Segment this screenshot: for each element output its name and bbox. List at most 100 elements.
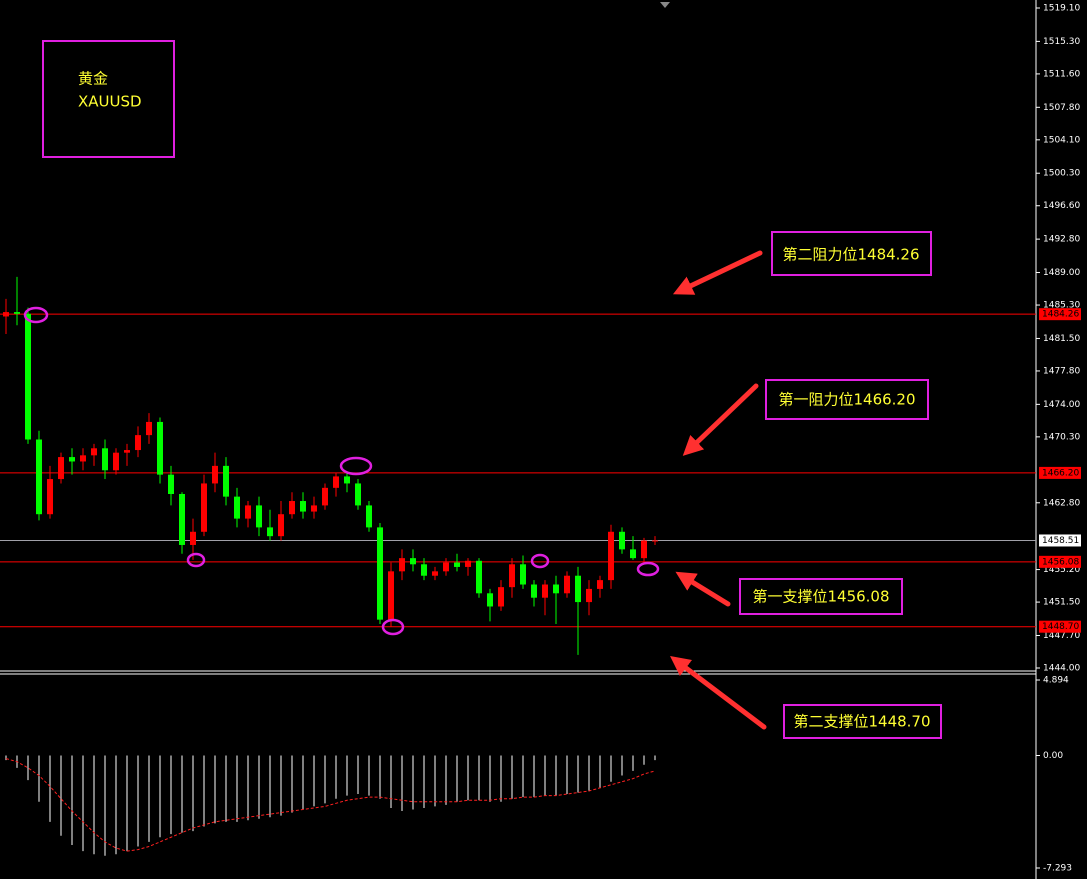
highlight [23,306,49,324]
level-label: 1448.70 [1042,622,1079,632]
candle-body [531,584,537,598]
candle-body [388,571,394,620]
symbol-box [42,40,175,158]
candle-body [311,505,317,512]
y-tick-label: 1519.10 [1043,4,1080,14]
level-label: 1458.51 [1042,536,1079,546]
y-tick-label: 1500.30 [1043,169,1080,179]
candle-body [124,450,130,453]
candle-body [14,312,20,314]
candle-body [410,558,416,565]
annotation: 第一阻力位1466.20 [778,391,915,409]
candle-body [597,580,603,589]
highlight [530,553,550,569]
arrows [670,250,767,730]
candle-body [619,531,625,550]
candle-body [542,584,548,598]
candle-body [355,483,361,506]
candle-body [201,483,207,532]
y-tick-label: 1504.10 [1043,135,1080,145]
arrow [672,250,763,295]
candle-body [267,527,273,537]
candle-body [487,593,493,607]
highlight [186,552,206,568]
candle-body [421,564,427,576]
scroll-marker [660,2,670,8]
level-label-bg [1039,620,1081,633]
candle-body [553,584,559,594]
candle-body [377,527,383,620]
candle-body [322,487,328,506]
candle-body [443,562,449,572]
candle-body [168,474,174,494]
candle-body [476,560,482,594]
y-tick-label: 1447.70 [1043,631,1080,641]
arrow [675,571,731,607]
candle-body [212,465,218,484]
candle-body [91,448,97,456]
highlights [23,306,660,636]
y-tick-label: 1489.00 [1043,268,1080,278]
candle-body [3,312,9,317]
arrow [682,383,759,456]
candle-body [25,313,31,440]
candle-body [564,575,570,594]
candle-body [300,501,306,512]
candle-body [190,531,196,545]
candle-body [498,587,504,607]
candle-body [146,421,152,436]
signal-line [5,758,656,852]
candle-body [333,476,339,488]
symbol-name: 黄金 [78,70,108,88]
y-tick-label: 1451.50 [1043,598,1080,608]
y-tick-label: 1481.50 [1043,334,1080,344]
y-tick-label: 0.00 [1043,751,1063,761]
y-tick-label: 1496.60 [1043,201,1080,211]
candle-body [652,540,658,542]
annotation-box [771,231,932,276]
candle-body [135,435,141,451]
candle-body [234,496,240,519]
highlight [381,618,405,636]
candle-body [520,564,526,585]
candle-body [641,540,647,559]
candle-body [586,588,592,603]
candle-body [366,505,372,528]
candle-body [69,457,75,462]
annotation-box [765,379,929,420]
annotation: 第二阻力位1484.26 [782,246,919,264]
highlight [636,561,660,577]
candle-body [58,457,64,480]
candle-body [102,448,108,471]
y-tick-label: 1455.20 [1043,565,1080,575]
candle-body [245,505,251,519]
y-tick-label: -7.293 [1043,864,1072,874]
level-label: 1484.26 [1042,310,1079,320]
candle-body [256,505,262,528]
y-tick-label: 1474.00 [1043,400,1080,410]
y-tick-label: 1444.00 [1043,664,1080,674]
candle-body [80,455,86,462]
candle-body [575,575,581,603]
y-tick-label: 1492.80 [1043,235,1080,245]
y-tick-label: 1462.80 [1043,498,1080,508]
candle-body [465,560,471,567]
candle-body [157,421,163,475]
level-label-bg [1039,308,1081,321]
candle-body [36,439,42,515]
candle-body [454,562,460,567]
level-label-bg [1039,534,1081,547]
candle-body [399,558,405,572]
level-label-bg [1039,555,1081,568]
annotation: 第二支撑位1448.70 [793,713,930,731]
level-label: 1456.08 [1042,557,1079,567]
candle-body [223,465,229,497]
y-tick-label: 1511.60 [1043,69,1080,79]
candle-body [432,571,438,576]
highlight [339,456,373,476]
y-tick-label: 1507.80 [1043,103,1080,113]
level-label: 1466.20 [1042,468,1079,478]
